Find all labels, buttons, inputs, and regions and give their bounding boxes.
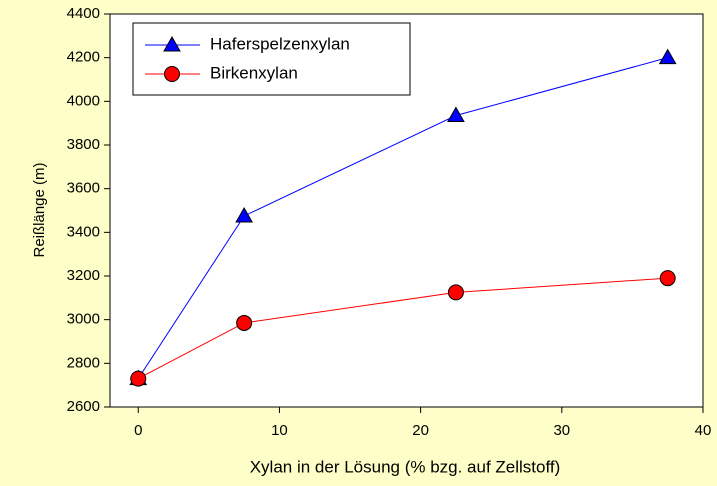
x-axis-label: Xylan in der Lösung (% bzg. auf Zellstof… — [250, 457, 561, 476]
legend-label: Birkenxylan — [210, 63, 298, 82]
series-line — [137, 57, 668, 379]
x-tick-label: 0 — [134, 422, 142, 439]
y-tick-label: 4400 — [67, 5, 100, 22]
marker — [447, 106, 465, 123]
x-tick-label: 40 — [695, 422, 712, 439]
series-line — [138, 277, 668, 380]
marker — [236, 314, 253, 331]
marker — [658, 48, 677, 65]
y-tick-label: 2600 — [67, 398, 100, 415]
y-tick-label: 3000 — [67, 311, 100, 328]
marker — [447, 284, 464, 301]
x-tick-label: 10 — [271, 422, 288, 439]
y-tick-label: 3400 — [67, 223, 100, 240]
x-tick-label: 30 — [553, 422, 570, 439]
marker — [235, 206, 253, 223]
y-tick-label: 2800 — [67, 354, 100, 371]
y-axis-label: Reißlänge (m) — [31, 162, 48, 257]
y-tick-label: 4000 — [67, 92, 100, 109]
legend-box — [132, 22, 411, 96]
x-tick-label: 20 — [412, 422, 429, 439]
marker — [659, 270, 676, 287]
y-tick-label: 3800 — [67, 136, 100, 153]
legend-marker — [163, 35, 181, 52]
legend-marker — [164, 66, 180, 82]
y-tick-label: 3200 — [67, 267, 100, 284]
legend-label: Haferspelzenxylan — [210, 34, 350, 53]
marker — [130, 370, 147, 387]
y-tick-label: 4200 — [67, 49, 100, 66]
y-tick-label: 3600 — [67, 180, 100, 197]
